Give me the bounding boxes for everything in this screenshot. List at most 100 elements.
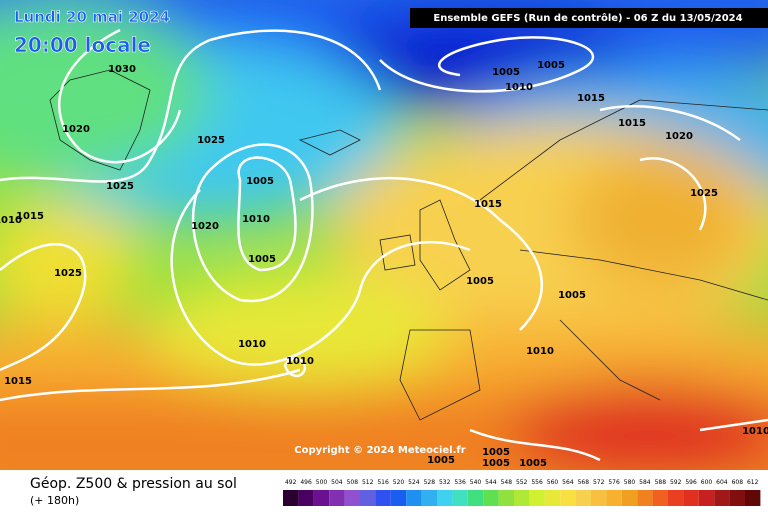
isobar-label: 1010 — [238, 339, 266, 350]
scale-swatch — [514, 490, 530, 506]
isobar-label: 1005 — [519, 458, 547, 469]
scale-label: 572 — [593, 479, 605, 486]
scale-swatch — [452, 490, 468, 506]
scale-swatch — [313, 490, 330, 506]
isobar-label: 1005 — [246, 176, 274, 187]
scale-label: 512 — [362, 479, 374, 486]
scale-swatch — [560, 490, 576, 506]
scale-label: 560 — [547, 479, 559, 486]
scale-swatch — [498, 490, 514, 506]
scale-label: 596 — [685, 479, 697, 486]
scale-label: 520 — [393, 479, 405, 486]
scale-label: 524 — [408, 479, 420, 486]
scale-label: 544 — [485, 479, 497, 486]
scale-swatch — [745, 490, 761, 506]
scale-swatch — [437, 490, 453, 506]
scale-swatch — [529, 490, 545, 506]
scale-swatch — [714, 490, 730, 506]
scale-label: 540 — [470, 479, 482, 486]
scale-label: 576 — [608, 479, 620, 486]
scale-label: 504 — [331, 479, 343, 486]
copyright: Copyright © 2024 Meteociel.fr — [294, 445, 465, 456]
scale-label: 580 — [624, 479, 636, 486]
isobar-label: 1005 — [537, 60, 565, 71]
product-title: Géop. Z500 & pression au sol — [30, 476, 237, 492]
isobar-label: 1025 — [106, 181, 134, 192]
scale-swatch — [698, 490, 715, 506]
isobar-label: 1025 — [197, 135, 225, 146]
scale-swatch — [591, 490, 607, 506]
isobar-label: 1030 — [108, 64, 136, 75]
scale-swatch — [729, 490, 745, 506]
scale-label: 568 — [578, 479, 590, 486]
scale-label: 532 — [439, 479, 451, 486]
coastlines — [49, 69, 768, 421]
isobar-label: 1020 — [191, 221, 219, 232]
scale-swatch — [483, 490, 499, 506]
isobar-label: 1025 — [54, 268, 82, 279]
date: Lundi 20 mai 2024 — [14, 8, 170, 26]
scale-label: 608 — [732, 479, 744, 486]
isobar-label: 1005 — [427, 455, 455, 466]
isobar-label: 1005 — [482, 458, 510, 469]
scale-label: 516 — [377, 479, 389, 486]
scale-swatch — [421, 490, 437, 506]
run-info: Ensemble GEFS (Run de contrôle) - 06 Z d… — [433, 12, 742, 24]
isobar-labels: 1030102010251025100510101005102010101015… — [0, 60, 768, 469]
isobar-label: 1005 — [466, 276, 494, 287]
isobar-label: 1010 — [286, 356, 314, 367]
scale-label: 528 — [424, 479, 436, 486]
scale-label: 548 — [501, 479, 513, 486]
scale-swatch — [390, 490, 407, 506]
scale-swatch — [668, 490, 684, 506]
scale-swatch — [637, 490, 653, 506]
scale-swatch — [283, 490, 299, 506]
scale-label: 536 — [454, 479, 466, 486]
isobar-label: 1005 — [558, 290, 586, 301]
scale-swatch — [652, 490, 668, 506]
scale-label: 604 — [716, 479, 728, 486]
isobar-label: 1005 — [248, 254, 276, 265]
scale-label: 592 — [670, 479, 682, 486]
isobar-label: 1015 — [474, 199, 502, 210]
isobar-label: 1015 — [577, 93, 605, 104]
scale-swatch — [344, 490, 360, 506]
isobar-label: 1010 — [742, 426, 768, 437]
scale-label: 552 — [516, 479, 528, 486]
scale-label: 588 — [655, 479, 667, 486]
isobar-label: 1010 — [0, 215, 22, 226]
scale-swatch — [606, 490, 622, 506]
scale-label: 492 — [285, 479, 297, 486]
isobar-label: 1005 — [492, 67, 520, 78]
scale-swatch — [329, 490, 345, 506]
scale-swatch — [360, 490, 376, 506]
scale-label: 500 — [316, 479, 328, 486]
isobar-label: 1015 — [16, 211, 44, 222]
scale-label: 508 — [347, 479, 359, 486]
color-scale: 492 496 500 504 508 512 516 520 524 528 532 536 540 5… — [283, 479, 761, 506]
scale-label: 600 — [701, 479, 713, 486]
isobar-label: 1005 — [482, 447, 510, 458]
scale-label: 612 — [747, 479, 759, 486]
isobar-label: 1020 — [62, 124, 90, 135]
isobars — [0, 28, 768, 462]
lead-time: (+ 180h) — [30, 494, 79, 507]
run-box — [410, 8, 768, 28]
isobar-label: 1010 — [526, 346, 554, 357]
isobar-label: 1015 — [618, 118, 646, 129]
isobar-label: 1010 — [505, 82, 533, 93]
scale-swatch — [375, 490, 391, 506]
scale-swatch — [467, 490, 484, 506]
scale-swatch — [298, 490, 314, 506]
local-time: 20:00 locale — [14, 33, 151, 57]
isobar-label: 1020 — [665, 131, 693, 142]
scale-swatch — [683, 490, 699, 506]
isobar-label: 1025 — [690, 188, 718, 199]
scale-label: 556 — [531, 479, 543, 486]
isobar-label: 1015 — [4, 376, 32, 387]
scale-swatch — [575, 490, 591, 506]
scale-swatch — [544, 490, 561, 506]
scale-label: 564 — [562, 479, 574, 486]
isobar-label: 1010 — [242, 214, 270, 225]
